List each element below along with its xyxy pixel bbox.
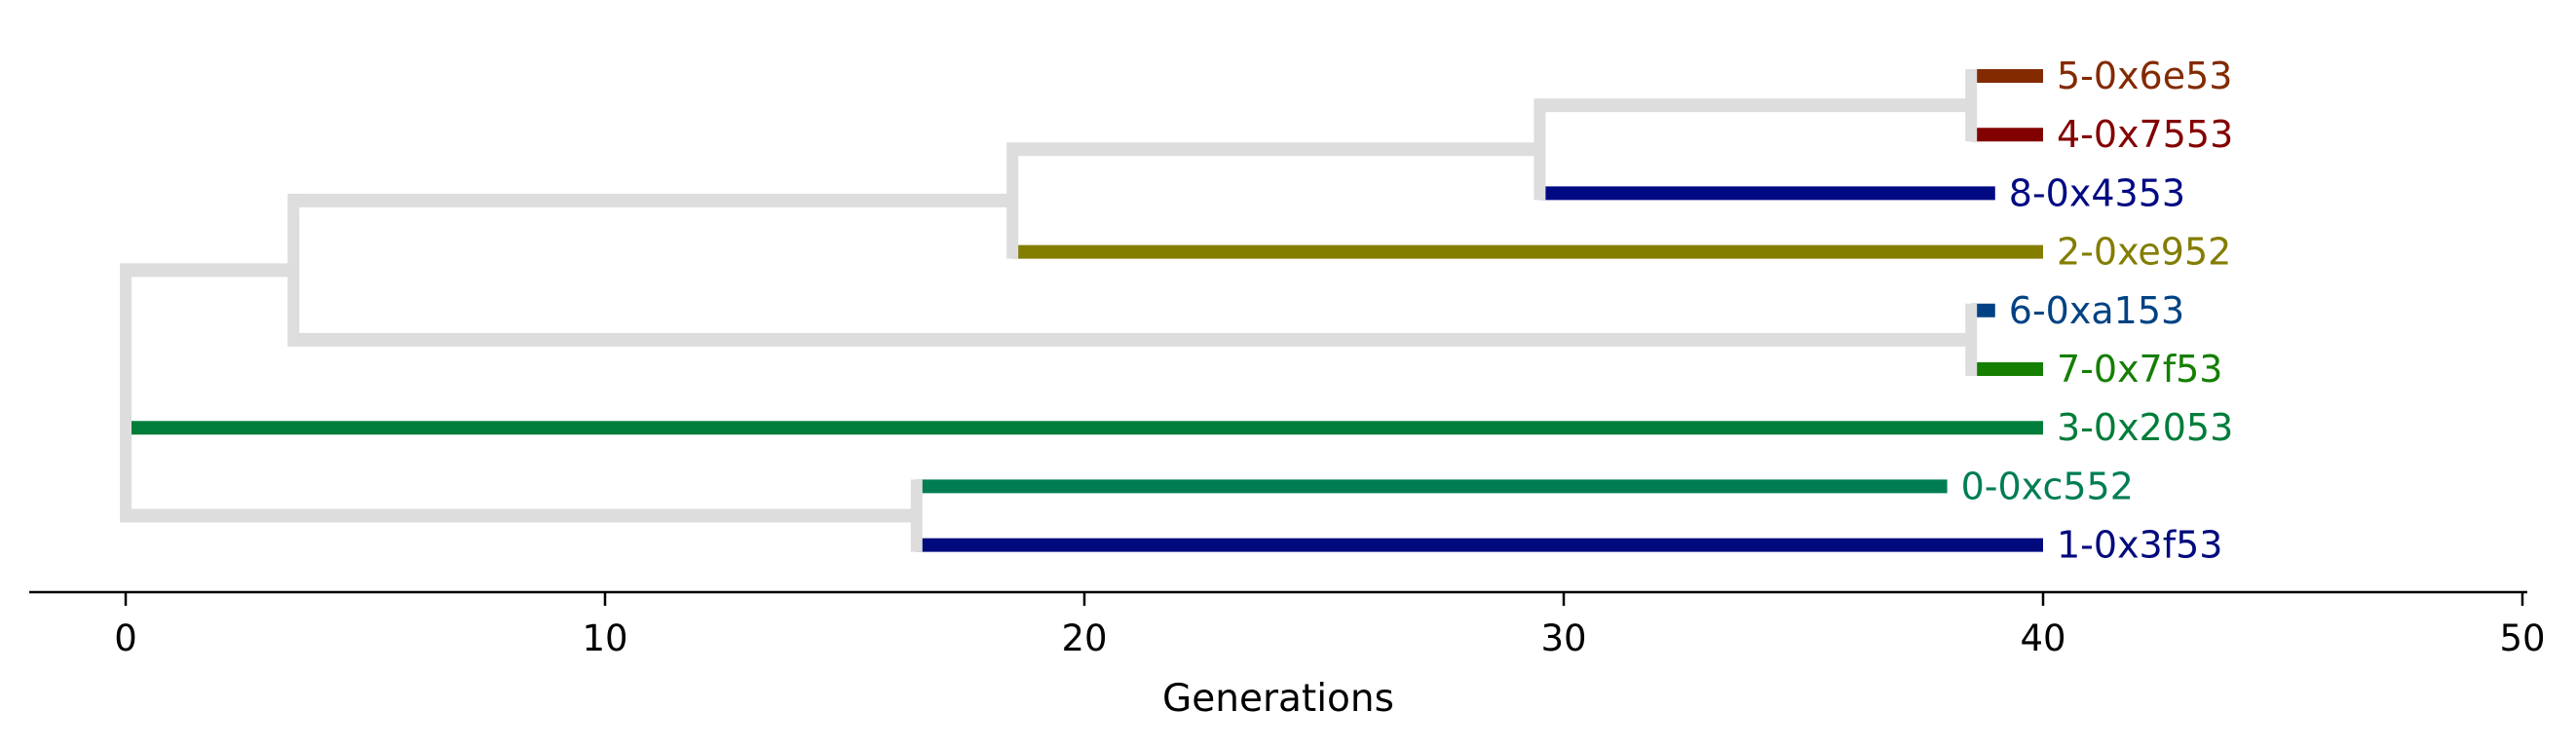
leaf-label: 7-0x7f53 [2057, 348, 2222, 391]
x-tick-label: 30 [1540, 617, 1586, 659]
x-tick-label: 0 [114, 617, 137, 659]
leaf-label: 3-0x2053 [2057, 406, 2233, 449]
leaf-label: 1-0x3f53 [2057, 524, 2222, 567]
x-axis: 0 10 20 30 40 50 [114, 592, 2546, 659]
leaf-label: 6-0xa153 [2009, 289, 2184, 332]
x-tick-label: 40 [2020, 617, 2065, 659]
x-axis-title: Generations [1162, 677, 1394, 721]
x-tick-label: 20 [1061, 617, 1107, 659]
leaf-labels: 5-0x6e53 4-0x7553 8-0x4353 2-0xe952 6-0xa153… [1961, 55, 2234, 567]
x-tick-label: 10 [582, 617, 627, 659]
leaf-label: 5-0x6e53 [2057, 55, 2232, 97]
tree-branches [120, 69, 2043, 552]
leaf-label: 0-0xc552 [1961, 465, 2134, 507]
leaf-label: 8-0x4353 [2009, 171, 2185, 214]
leaf-label: 4-0x7553 [2057, 113, 2233, 156]
leaf-label: 2-0xe952 [2057, 231, 2231, 274]
x-tick-label: 50 [2499, 617, 2545, 659]
